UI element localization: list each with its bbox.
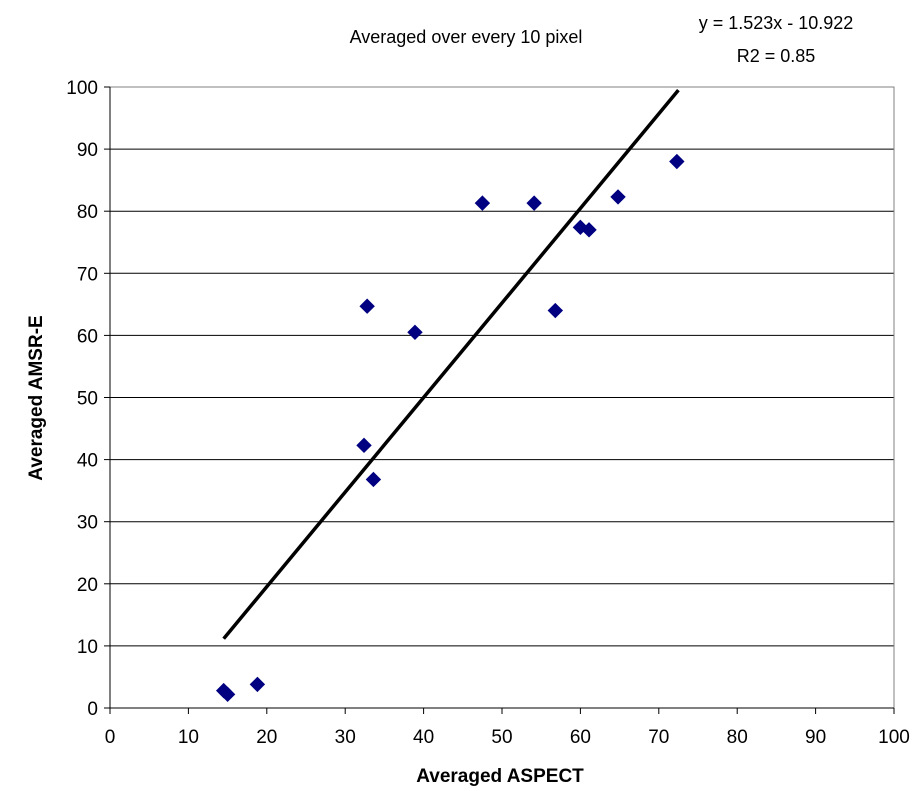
y-tick-label: 20	[77, 575, 98, 596]
x-tick-label: 40	[413, 727, 434, 748]
x-tick-label: 60	[570, 727, 591, 748]
data-point	[669, 153, 685, 170]
y-tick-label: 100	[66, 78, 98, 99]
y-tick-label: 0	[87, 699, 98, 720]
y-tick-label: 30	[77, 513, 98, 534]
x-axis-ticks: 0 10 20 30 40 50 60 70 80 90 100	[105, 707, 910, 748]
x-tick-label: 0	[105, 727, 116, 748]
data-point	[581, 222, 597, 238]
data-point	[365, 471, 382, 488]
y-axis-title: Averaged AMSR-E	[26, 315, 47, 480]
y-tick-label: 60	[77, 326, 98, 347]
y-tick-label: 70	[77, 264, 98, 285]
x-tick-label: 80	[727, 727, 748, 748]
data-point	[407, 324, 423, 341]
data-point	[526, 195, 542, 211]
chart-title: Averaged over every 10 pixel	[350, 27, 583, 47]
data-point	[474, 195, 491, 211]
regression-equation: y = 1.523x - 10.922	[699, 13, 854, 33]
x-tick-label: 50	[491, 727, 512, 748]
x-axis-title: Averaged ASPECT	[416, 766, 584, 787]
data-point	[610, 189, 626, 205]
x-tick-label: 100	[878, 727, 910, 748]
data-point	[359, 298, 375, 314]
trendline	[222, 89, 680, 640]
data-series	[215, 153, 685, 703]
y-tick-label: 10	[77, 637, 98, 658]
x-tick-label: 90	[805, 727, 826, 748]
x-tick-label: 10	[178, 727, 199, 748]
y-tick-label: 40	[77, 451, 98, 472]
data-point	[249, 676, 266, 693]
r-squared: R2 = 0.85	[737, 46, 816, 66]
y-tick-label: 90	[77, 140, 98, 161]
x-tick-label: 20	[256, 727, 277, 748]
data-point	[356, 437, 372, 454]
data-point	[547, 302, 564, 319]
gridlines	[110, 86, 894, 709]
data-point	[219, 686, 236, 703]
y-tick-label: 80	[77, 202, 98, 223]
y-tick-label: 50	[77, 389, 98, 410]
y-axis-ticks: 0 10 20 30 40 50 60 70 80 90 100	[66, 78, 111, 720]
x-tick-label: 30	[335, 727, 356, 748]
x-tick-label: 70	[648, 727, 669, 748]
